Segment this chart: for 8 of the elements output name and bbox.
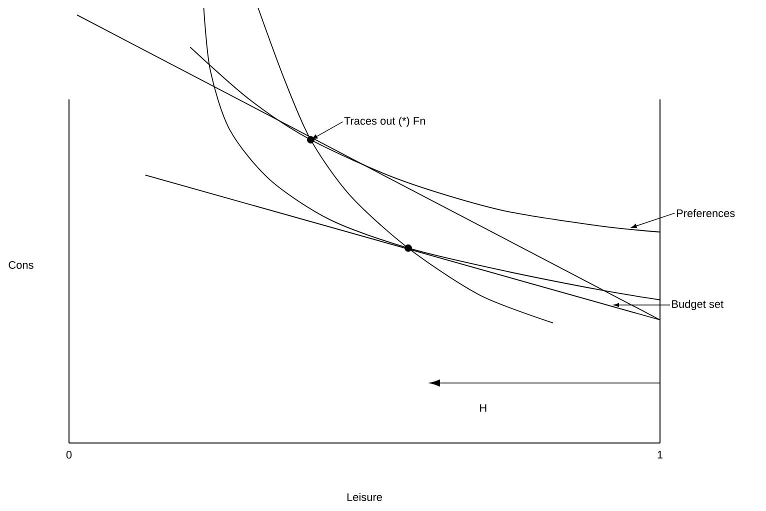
annotation: Traces out (*) Fn	[344, 116, 426, 127]
x-tick-label: 1	[658, 450, 663, 458]
annotation: H	[480, 404, 486, 412]
y-axis-title: Cons	[8, 261, 34, 269]
annotation: Preferences	[676, 209, 735, 218]
text: Budget set	[672, 300, 724, 310]
x-tick-label: 0	[66, 450, 72, 459]
x-axis-title: Leisure	[347, 492, 382, 502]
